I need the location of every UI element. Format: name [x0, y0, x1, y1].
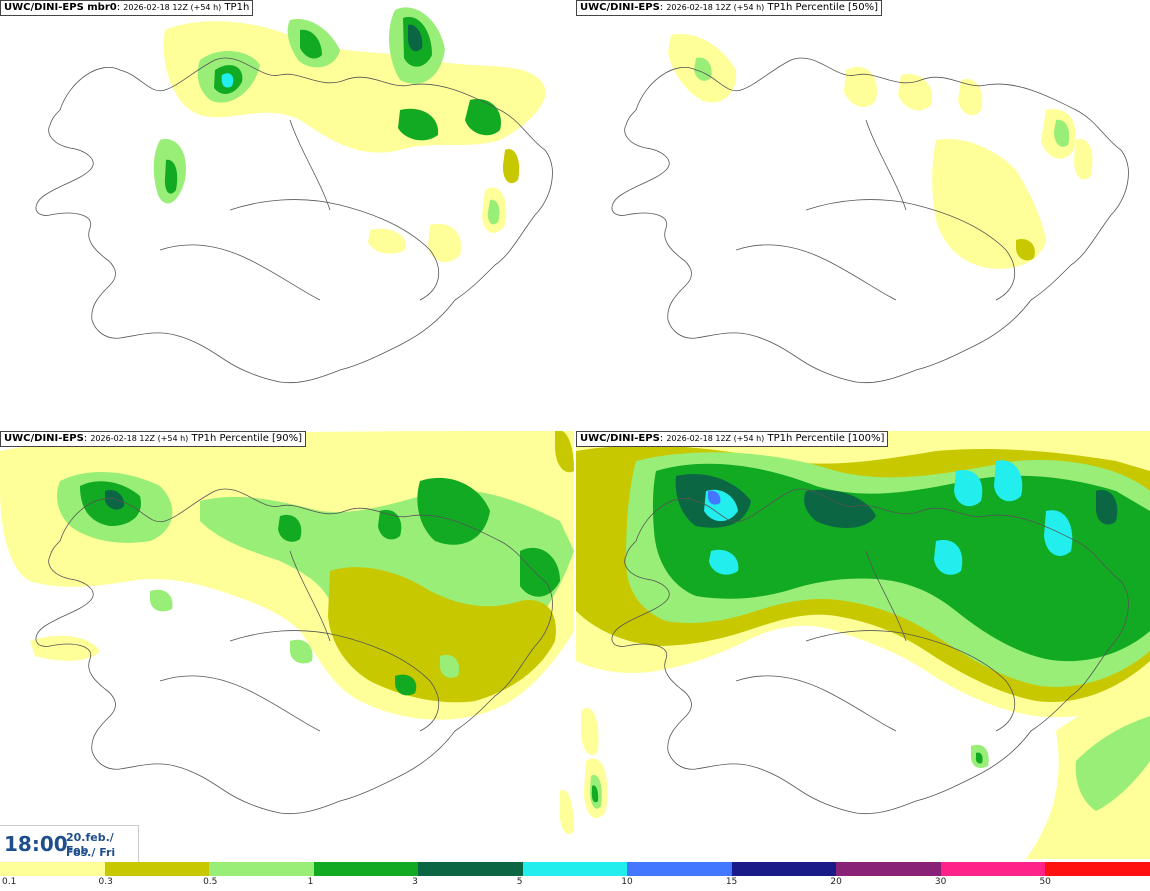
legend-tick-label: 5 — [516, 877, 523, 887]
legend-swatch — [836, 862, 941, 876]
valid-time: 18:00 — [4, 832, 68, 856]
precip-map-mbr0 — [35, 7, 553, 384]
coastline — [611, 488, 1129, 815]
panel-title: UWC/DINI-EPS: 2026-02-18 12Z (+54 h) TP1… — [576, 431, 889, 447]
coastline — [35, 57, 553, 384]
legend-tick-label: 15 — [725, 877, 738, 887]
panel-divider-horizontal — [0, 428, 1150, 431]
map-panel-mbr0: UWC/DINI-EPS mbr0: 2026-02-18 12Z (+54 h… — [0, 0, 574, 428]
legend-swatch — [627, 862, 732, 876]
precip-map-p100 — [576, 431, 1150, 859]
legend-swatch — [209, 862, 314, 876]
legend-tick-label: 3 — [412, 877, 418, 887]
run-label: 2026-02-18 12Z (+54 h) — [666, 434, 765, 443]
legend-tick-label: 50 — [1039, 877, 1051, 887]
legend-swatch — [313, 862, 419, 876]
legend-swatch — [418, 862, 523, 876]
panel-divider-vertical — [574, 0, 576, 862]
legend-tick-label: 10 — [621, 877, 633, 887]
legend-swatch — [0, 862, 105, 876]
panel-title: UWC/DINI-EPS: 2026-02-18 12Z (+54 h) TP1… — [576, 0, 883, 16]
legend-tick-label: 0.5 — [203, 877, 218, 887]
legend-swatch — [940, 862, 1046, 876]
precip-map-p90 — [0, 431, 574, 835]
legend-swatch — [522, 862, 628, 876]
legend-swatch — [104, 862, 210, 876]
legend-tick-label: 30 — [934, 877, 947, 887]
precip-field — [668, 34, 1093, 269]
legend-colorbar — [0, 862, 1150, 876]
legend-ticks: 0.1 0.3 0.5 1 3 5 10 15 20 30 50 — [0, 876, 1150, 891]
model-label: UWC/DINI-EPS — [580, 433, 660, 444]
precip-map-p50 — [611, 34, 1129, 384]
valid-date: 20.feb./ Feb — [66, 831, 114, 857]
panel-title: UWC/DINI-EPS mbr0: 2026-02-18 12Z (+54 h… — [0, 0, 254, 16]
run-label: 2026-02-18 12Z (+54 h) — [666, 3, 765, 12]
legend-tick-label: 0.1 — [2, 877, 17, 887]
precip-field — [576, 431, 1150, 859]
coastline — [611, 57, 1129, 384]
legend-tick-label: 20 — [830, 877, 842, 887]
model-label: UWC/DINI-EPS — [580, 2, 660, 13]
map-panel-p90: UWC/DINI-EPS: 2026-02-18 12Z (+54 h) TP1… — [0, 431, 574, 859]
coastline — [35, 488, 553, 815]
map-panel-p100: UWC/DINI-EPS: 2026-02-18 12Z (+54 h) TP1… — [576, 431, 1150, 859]
run-label: 2026-02-18 12Z (+54 h) — [123, 3, 222, 12]
field-label: TP1h — [224, 2, 250, 13]
run-label: 2026-02-18 12Z (+54 h) — [90, 434, 189, 443]
map-panel-p50: UWC/DINI-EPS: 2026-02-18 12Z (+54 h) TP1… — [576, 0, 1150, 428]
model-label: UWC/DINI-EPS — [4, 433, 84, 444]
legend-tick-label: 1 — [307, 877, 314, 887]
model-label: UWC/DINI-EPS mbr0 — [4, 2, 117, 13]
legend-swatch — [731, 862, 837, 876]
valid-time-box: 18:00 20.feb./ Feb Fös./ Fri — [0, 825, 139, 862]
field-label: TP1h Percentile [90%] — [191, 433, 303, 444]
legend-tick-label: 0.3 — [98, 877, 113, 887]
field-label: TP1h Percentile [50%] — [767, 2, 879, 13]
valid-weekday: Fös./ Fri — [66, 846, 116, 859]
legend-swatch — [1045, 862, 1150, 876]
precip-field — [0, 431, 574, 835]
precip-field — [153, 7, 546, 263]
field-label: TP1h Percentile [100%] — [767, 433, 885, 444]
panel-title: UWC/DINI-EPS: 2026-02-18 12Z (+54 h) TP1… — [0, 431, 307, 447]
